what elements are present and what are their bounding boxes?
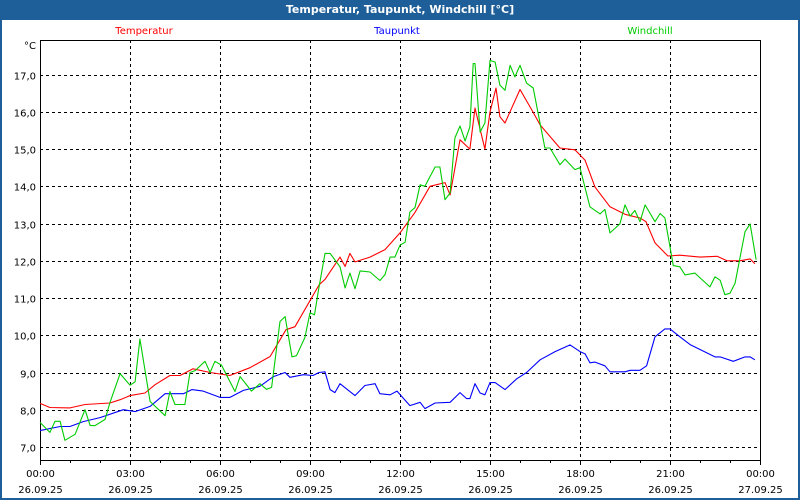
y-tick-label: 15,0 [14,146,36,157]
x-tick-date: 27.09.25 [738,485,783,496]
y-tick-label: 14,0 [14,183,36,194]
series-line-windchill [39,59,757,441]
x-tick-time: 00:00 [26,469,55,480]
x-tick-time: 12:00 [386,469,415,480]
y-tick-label: 7,0 [20,444,36,455]
series-line-taupunkt [39,328,756,432]
chart-panel: 7,0 8,0 9,0 10,0 11,0 12,0 13,0 14,0 15,0 16,0 17,… [2,20,798,498]
legend: Temperatur Taupunkt Windchill [114,26,672,37]
x-tick-date: 26.09.25 [288,485,333,496]
line-chart: 7,0 8,0 9,0 10,0 11,0 12,0 13,0 14,0 15,0 16,0 17,… [14,26,783,496]
x-tick-date: 26.09.25 [108,485,153,496]
x-tick-time: 18:00 [566,469,595,480]
y-tick-label: 9,0 [20,370,36,381]
legend-item-windchill: Windchill [627,26,672,37]
x-tick-date: 26.09.25 [558,485,603,496]
x-tick-time: 15:00 [476,469,505,480]
x-tick-date: 26.09.25 [18,485,63,496]
x-tick-time: 06:00 [206,469,235,480]
x-tick-date: 26.09.25 [648,485,693,496]
x-tick-date: 26.09.25 [468,485,513,496]
y-tick-label: 8,0 [20,407,36,418]
x-tick-time: 09:00 [296,469,325,480]
y-tick-label: 17,0 [14,72,36,83]
x-tick-time: 03:00 [116,469,145,480]
axes [40,40,761,465]
y-tick-label: 11,0 [14,295,36,306]
y-axis-unit: °C [24,41,36,52]
x-tick-time: 00:00 [746,469,775,480]
series-line-temperatur [39,87,756,409]
window-title: Temperatur, Taupunkt, Windchill [°C] [285,3,515,16]
x-tick-date: 26.09.25 [198,485,243,496]
x-tick-date: 26.09.25 [378,485,423,496]
legend-item-taupunkt: Taupunkt [373,26,420,37]
axis-labels: 7,0 8,0 9,0 10,0 11,0 12,0 13,0 14,0 15,0 16,0 17,… [14,41,783,496]
y-tick-label: 13,0 [14,221,36,232]
plot-frame [40,40,761,461]
y-tick-label: 16,0 [14,109,36,120]
x-tick-time: 21:00 [656,469,685,480]
y-tick-label: 12,0 [14,258,36,269]
y-tick-label: 10,0 [14,332,36,343]
series-lines [39,59,757,441]
grid [40,40,760,460]
legend-item-temperatur: Temperatur [114,26,173,37]
